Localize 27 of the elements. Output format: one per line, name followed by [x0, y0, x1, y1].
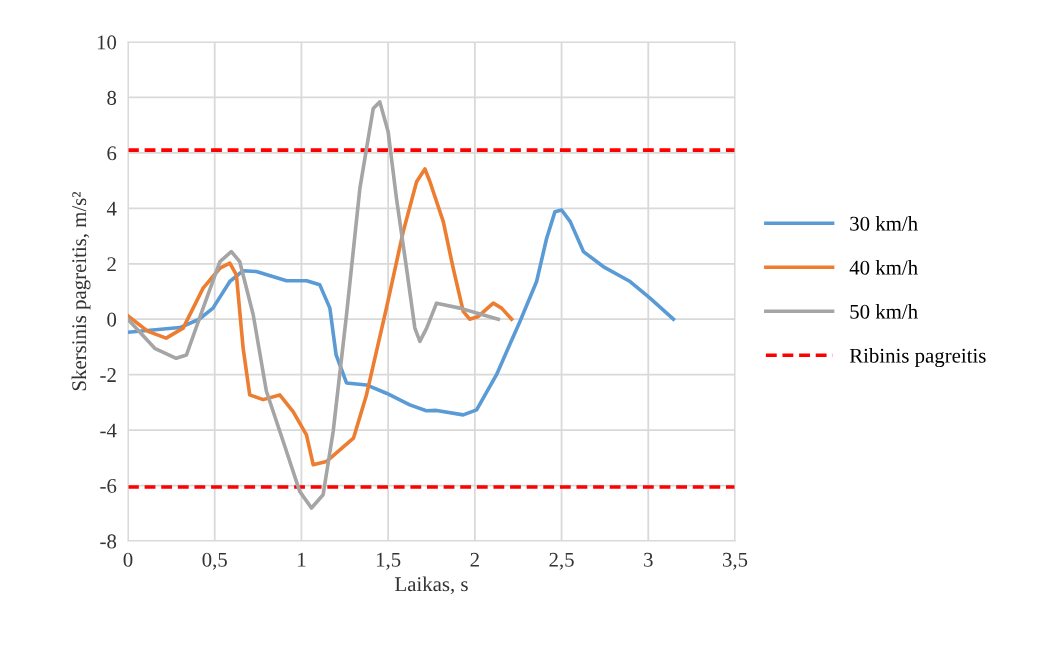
x-tick-label: 2,5: [549, 552, 574, 570]
x-tick-label: 1,5: [376, 552, 401, 570]
y-tick-label: -2: [100, 368, 116, 382]
y-tick-label: 6: [107, 146, 117, 161]
x-tick-label: 0: [123, 552, 133, 567]
x-tick-label: 3,5: [722, 552, 748, 570]
y-tick-label: -8: [100, 534, 117, 549]
y-axis-title: Skersinis pagreitis, m/s²: [71, 191, 91, 391]
legend-label: 40 km/h: [849, 260, 918, 275]
y-tick-label: 10: [97, 35, 117, 50]
x-axis-title: Laikas, s: [395, 576, 468, 595]
line-series: [128, 208, 676, 417]
y-tick-label: -6: [100, 478, 117, 493]
line-series: [128, 167, 514, 467]
legend-label: Ribinis pagreitis: [849, 348, 986, 368]
line-series: [128, 100, 501, 510]
y-tick-label: -4: [100, 423, 117, 438]
y-tick-label: 2: [107, 257, 116, 272]
x-tick-label: 2: [470, 552, 479, 567]
x-tick-label: 1: [298, 552, 306, 567]
y-tick-label: 8: [107, 90, 117, 105]
y-tick-label: 4: [106, 201, 117, 216]
x-tick-label: 3: [644, 552, 653, 567]
x-tick-label: 0,5: [202, 552, 227, 570]
legend-label: 50 km/h: [850, 304, 918, 319]
y-tick-label: 0: [107, 312, 117, 327]
legend-label: 30 km/h: [850, 216, 918, 231]
